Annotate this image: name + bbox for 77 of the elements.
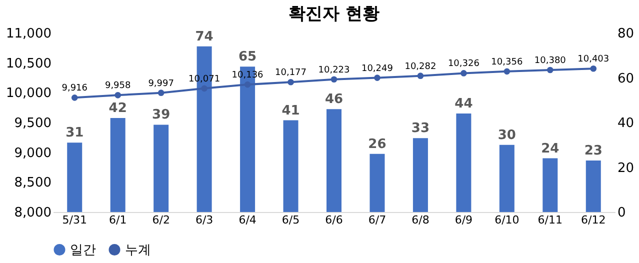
point <box>460 70 467 76</box>
data-label: 31 <box>66 126 84 141</box>
y2-tick-label: 60 <box>618 71 634 86</box>
bar <box>370 154 385 212</box>
y2-tick-label: 0 <box>618 206 626 220</box>
data-label: 30 <box>498 128 516 143</box>
x-tick-label: 6/12 <box>581 214 606 226</box>
data-label: 10,403 <box>578 54 610 65</box>
data-label: 33 <box>411 121 430 136</box>
data-label: 42 <box>108 101 127 116</box>
point <box>244 81 251 88</box>
bar <box>586 160 601 212</box>
data-label: 10,380 <box>534 56 566 66</box>
data-label: 41 <box>282 103 300 118</box>
y-tick-label: 10,500 <box>6 56 52 72</box>
data-label: 39 <box>152 108 170 123</box>
data-label: 46 <box>324 92 344 108</box>
chart-title: 확진자 현황 <box>288 4 380 24</box>
legend-label: 일간 <box>70 242 96 258</box>
y2-tick-label: 40 <box>618 116 634 131</box>
bar <box>154 124 169 212</box>
bar <box>283 120 298 212</box>
data-label: 65 <box>238 50 257 65</box>
bar <box>67 142 82 212</box>
data-label: 9,997 <box>148 78 174 89</box>
data-label: 10,282 <box>404 62 436 72</box>
point <box>71 94 78 101</box>
y-tick-label: 10,000 <box>6 86 52 102</box>
y-tick-label: 11,000 <box>6 26 52 42</box>
x-tick-label: 6/6 <box>325 214 343 226</box>
point <box>330 76 338 83</box>
x-tick-label: 6/11 <box>538 214 563 226</box>
x-tick-label: 6/3 <box>195 214 214 226</box>
x-tick-label: 6/1 <box>108 214 127 226</box>
x-tick-label: 6/10 <box>494 214 520 226</box>
y-tick-label: 9,000 <box>14 146 52 161</box>
data-label: 10,326 <box>448 59 480 70</box>
bar <box>499 144 514 212</box>
data-label: 9,958 <box>104 81 131 92</box>
point <box>374 74 380 81</box>
y2-tick-label: 80 <box>618 26 634 42</box>
x-tick-label: 6/5 <box>282 214 300 226</box>
legend-label: 누계 <box>125 242 151 258</box>
x-tick-label: 6/7 <box>368 214 386 226</box>
point <box>590 65 597 72</box>
data-label: 10,223 <box>318 65 350 76</box>
point <box>158 90 164 96</box>
data-label: 10,356 <box>491 57 523 68</box>
data-label: 26 <box>368 136 386 152</box>
y-tick-label: 9,500 <box>14 116 52 131</box>
point <box>288 78 294 86</box>
point <box>546 66 554 74</box>
point <box>201 85 208 92</box>
y-tick-label: 8,000 <box>14 206 52 220</box>
x-tick-label: 6/4 <box>238 214 256 226</box>
data-label: 24 <box>541 141 560 156</box>
data-label: 10,071 <box>188 74 220 84</box>
data-label: 9,916 <box>62 84 88 94</box>
point <box>114 92 122 98</box>
y-tick-label: 8,500 <box>14 176 52 191</box>
data-label: 10,177 <box>275 68 307 78</box>
data-label: 10,249 <box>361 64 394 74</box>
data-label: 23 <box>584 144 602 159</box>
y2-tick-label: 20 <box>618 160 634 176</box>
bar <box>412 138 428 212</box>
bar <box>326 109 342 212</box>
bar <box>456 114 472 212</box>
bar <box>110 118 126 212</box>
data-label: 44 <box>454 96 473 112</box>
x-tick-label: 6/2 <box>152 214 170 226</box>
bar <box>542 158 558 212</box>
x-tick-label: 6/8 <box>412 214 430 226</box>
point <box>504 68 510 75</box>
data-label: 74 <box>195 29 214 44</box>
x-tick-label: 6/9 <box>454 214 473 226</box>
point <box>417 72 424 79</box>
x-tick-label: 5/31 <box>62 214 87 226</box>
